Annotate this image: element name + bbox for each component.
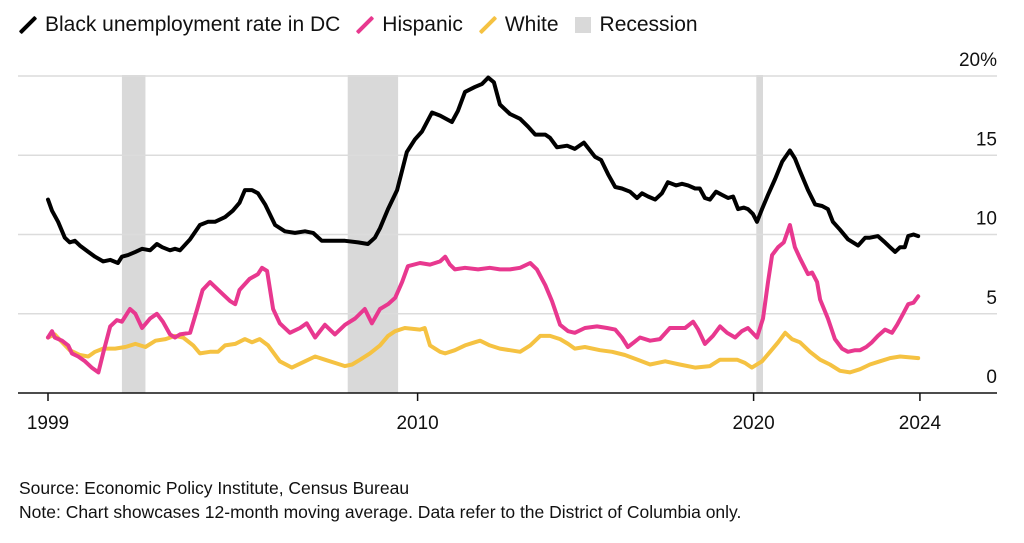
chart-legend: Black unemployment rate in DC Hispanic W… [19, 10, 714, 40]
legend-item-black: Black unemployment rate in DC [19, 13, 340, 37]
series-line-white [46, 326, 921, 375]
legend-label: Hispanic [382, 13, 463, 36]
legend-label: Black unemployment rate in DC [45, 13, 341, 36]
line-chart: 1999 2010 2020 2024 0 5 10 15 20% [18, 50, 997, 434]
legend-item-recession: Recession [574, 13, 698, 37]
y-tick-label: 20% [959, 50, 997, 71]
y-tick-label: 15 [976, 129, 997, 150]
chart-footer: Source: Economic Policy Institute, Censu… [19, 476, 741, 524]
x-tick-label: 2020 [732, 413, 774, 434]
legend-item-hispanic: Hispanic [356, 13, 463, 37]
y-tick-label: 0 [986, 367, 997, 388]
legend-label: White [504, 13, 559, 36]
series-lines [46, 75, 921, 375]
source-note: Source: Economic Policy Institute, Censu… [19, 478, 410, 498]
x-tick-label: 2010 [396, 413, 438, 434]
data-note: Note: Chart showcases 12-month moving av… [19, 502, 742, 522]
x-axis: 1999 2010 2020 2024 [18, 392, 997, 434]
legend-label: Recession [599, 13, 698, 36]
y-axis-labels: 0 5 10 15 20% [959, 50, 997, 388]
series-line-black [46, 75, 921, 265]
box-swatch-icon [574, 17, 591, 33]
y-tick-label: 10 [976, 209, 997, 230]
legend-item-white: White [479, 13, 559, 37]
y-tick-label: 5 [986, 288, 997, 309]
x-tick-label: 2024 [899, 413, 942, 434]
x-tick-label: 1999 [27, 413, 69, 434]
gridlines [18, 75, 997, 315]
series-line-hispanic [46, 223, 921, 375]
